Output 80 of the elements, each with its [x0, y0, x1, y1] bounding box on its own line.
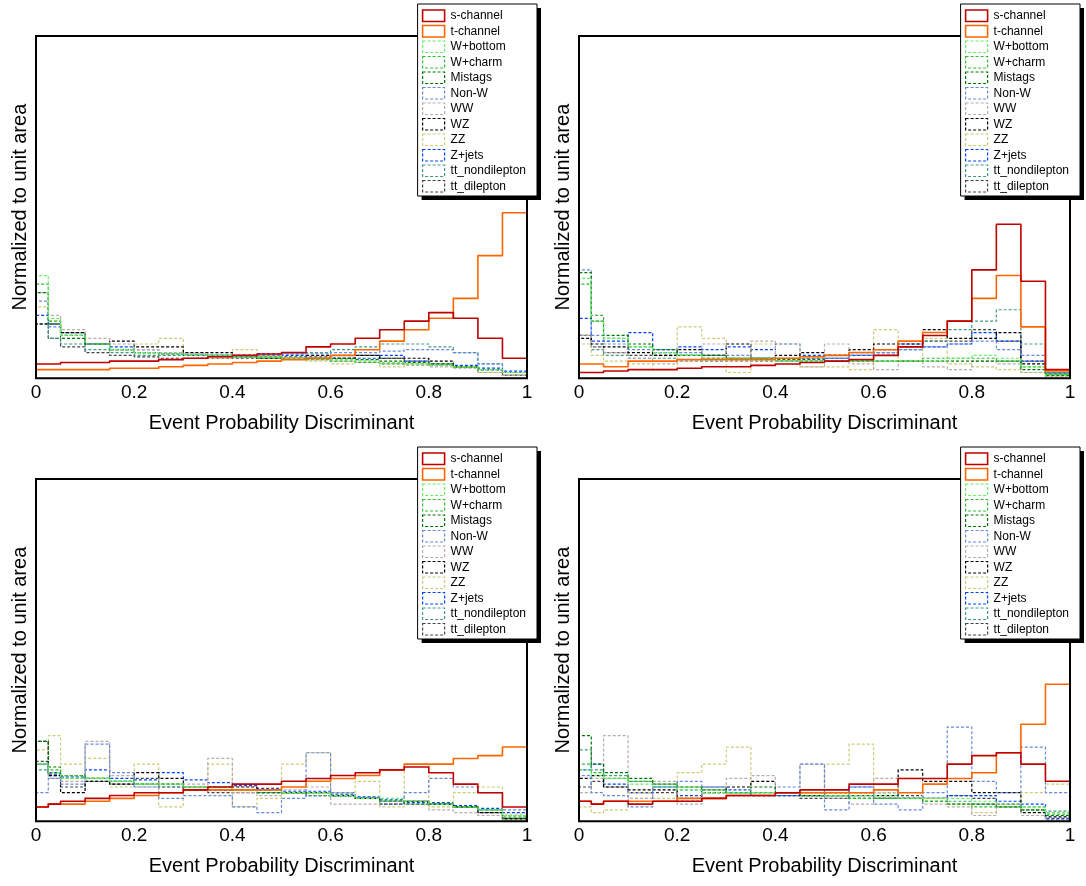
legend-label: W+charm [993, 54, 1046, 69]
x-axis-title: Event Probability Discriminant [148, 410, 415, 433]
legend-label: s-channel [450, 8, 503, 23]
legend-label: Mistags [450, 513, 492, 528]
x-tick-label: 0.4 [762, 823, 790, 845]
x-tick-label: 0.2 [120, 823, 148, 845]
legend-label: Non-W [993, 528, 1032, 543]
x-tick-label: 0 [573, 380, 585, 402]
legend-label: t-channel [993, 23, 1043, 38]
legend-label: tt_dilepton [993, 621, 1049, 636]
legend-label: s-channel [993, 451, 1046, 466]
legend-label: Non-W [450, 85, 489, 100]
x-tick-label: 0.2 [120, 380, 148, 402]
legend-label: W+charm [450, 54, 503, 69]
legend-label: ZZ [993, 575, 1009, 590]
legend-label: W+charm [450, 497, 503, 512]
legend-label: Non-W [450, 528, 489, 543]
x-tick-label: 0.8 [415, 380, 443, 402]
legend-label: s-channel [993, 8, 1046, 23]
x-tick-label: 0.2 [663, 380, 691, 402]
x-tick-label: 0.6 [860, 380, 887, 402]
legend-label: WW [450, 101, 474, 116]
x-axis-title: Event Probability Discriminant [691, 410, 958, 433]
x-tick-label: 0.4 [219, 823, 247, 845]
legend-label: ZZ [450, 575, 466, 590]
x-tick-label: 0.6 [860, 823, 887, 845]
legend-label: WZ [450, 559, 470, 574]
x-tick-label: 0 [30, 380, 42, 402]
legend-label: tt_nondilepton [993, 606, 1070, 621]
legend-label: t-channel [450, 23, 500, 38]
legend-label: Mistags [450, 70, 492, 85]
x-tick-label: 0 [30, 823, 42, 845]
y-axis-title: Normalized to unit area [7, 102, 30, 311]
x-tick-label: 1 [521, 823, 533, 845]
legend-label: WZ [993, 559, 1013, 574]
legend-label: W+bottom [450, 482, 506, 497]
legend-label: Mistags [993, 70, 1035, 85]
legend-label: ZZ [993, 132, 1009, 147]
x-tick-label: 0.8 [415, 823, 443, 845]
x-tick-label: 0.4 [762, 380, 790, 402]
y-axis-title: Normalized to unit area [550, 102, 573, 311]
y-axis-title: Normalized to unit area [550, 545, 573, 754]
legend-label: WZ [450, 116, 470, 131]
x-tick-label: 0 [573, 823, 585, 845]
legend-label: ZZ [450, 132, 466, 147]
x-tick-label: 0.4 [219, 380, 247, 402]
x-tick-label: 0.8 [958, 823, 986, 845]
legend-label: tt_nondilepton [450, 606, 527, 621]
legend-label: W+bottom [450, 39, 506, 54]
legend-label: WW [993, 101, 1017, 116]
legend-label: WZ [993, 116, 1013, 131]
legend-label: Z+jets [450, 147, 484, 162]
legend-label: Z+jets [450, 590, 484, 605]
legend-label: tt_dilepton [993, 178, 1049, 193]
legend-label: Mistags [993, 513, 1035, 528]
legend-label: W+charm [993, 497, 1046, 512]
x-axis-title: Event Probability Discriminant [148, 853, 415, 876]
legend-label: WW [993, 544, 1017, 559]
legend-label: Z+jets [993, 590, 1027, 605]
legend-label: tt_dilepton [450, 178, 506, 193]
legend-label: WW [450, 544, 474, 559]
x-tick-label: 1 [521, 380, 533, 402]
y-axis-title: Normalized to unit area [7, 545, 30, 754]
legend-label: t-channel [450, 466, 500, 481]
x-tick-label: 0.6 [317, 823, 344, 845]
x-tick-label: 1 [1064, 380, 1076, 402]
legend-label: Z+jets [993, 147, 1027, 162]
legend-label: W+bottom [993, 39, 1049, 54]
x-tick-label: 1 [1064, 823, 1076, 845]
x-tick-label: 0.2 [663, 823, 691, 845]
x-tick-label: 0.6 [317, 380, 344, 402]
legend-label: tt_nondilepton [450, 163, 527, 178]
legend-label: t-channel [993, 466, 1043, 481]
legend-label: s-channel [450, 451, 503, 466]
legend-label: tt_nondilepton [993, 163, 1070, 178]
legend-label: tt_dilepton [450, 621, 506, 636]
legend-label: Non-W [993, 85, 1032, 100]
x-tick-label: 0.8 [958, 380, 986, 402]
x-axis-title: Event Probability Discriminant [691, 853, 958, 876]
legend-label: W+bottom [993, 482, 1049, 497]
